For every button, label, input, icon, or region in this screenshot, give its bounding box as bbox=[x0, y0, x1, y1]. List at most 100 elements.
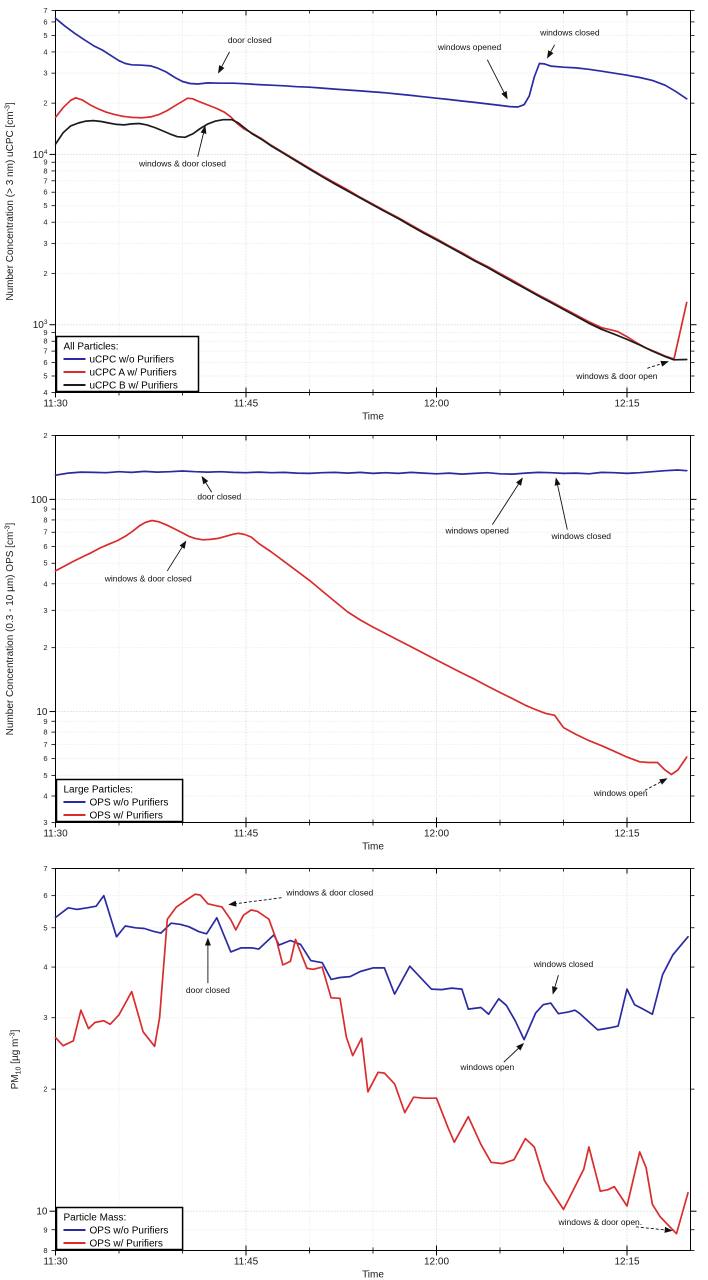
grid-ops-number-concentration bbox=[55, 435, 691, 823]
y-tick-label: 8 bbox=[43, 728, 47, 737]
y-tick-label: 3 bbox=[43, 818, 47, 827]
annotation-text: door closed bbox=[228, 35, 272, 45]
y-axis-pm10-particle-mass: 8 9 10 2 3 4 5 6 7 bbox=[36, 864, 697, 1255]
y-axis-title: PM10 [µg m-3] bbox=[10, 1029, 23, 1089]
x-tick-label: 11:30 bbox=[43, 1257, 68, 1268]
x-axis-ucpc-number-concentration: 11:30 11:45 12:00 12:15 Time bbox=[43, 10, 640, 423]
series-line-ops-w-purifiers bbox=[54, 519, 688, 776]
y-tick-label: 4 bbox=[43, 791, 47, 800]
y-tick-label: 9 bbox=[43, 328, 47, 337]
y-tick-label: 10 bbox=[36, 707, 48, 718]
x-tick-label: 11:45 bbox=[234, 829, 259, 840]
y-tick-label: 7 bbox=[43, 347, 47, 356]
annotation-windows-opened: windows opened bbox=[437, 42, 508, 100]
annotation-windows-door-open: windows & door open bbox=[575, 360, 669, 381]
y-tick-label: 6 bbox=[43, 358, 47, 367]
annotation-text: door closed bbox=[186, 985, 230, 995]
y-tick-label: 5 bbox=[43, 559, 47, 568]
annotation-text: windows closed bbox=[533, 959, 594, 969]
annotation-windows-opened: windows opened bbox=[444, 477, 523, 536]
y-tick-label: 7 bbox=[43, 864, 47, 873]
y-tick-label: 5 bbox=[43, 371, 47, 380]
annotation-text: windows & door open. bbox=[558, 1217, 643, 1227]
annotation-text: windows closed bbox=[539, 27, 600, 37]
y-tick-label: 4 bbox=[43, 47, 47, 56]
y-tick-label: 2 bbox=[43, 269, 47, 278]
legend-ucpc-number-concentration: All Particles: uCPC w/o Purifiers uCPC A w… bbox=[55, 335, 200, 393]
y-tick-label: 2 bbox=[43, 431, 47, 440]
x-tick-label: 12:00 bbox=[424, 1257, 449, 1268]
y-tick-label: 6 bbox=[43, 17, 47, 26]
x-tick-label: 11:45 bbox=[234, 399, 259, 410]
x-axis-title: Time bbox=[362, 412, 384, 423]
y-tick-label: 4 bbox=[43, 963, 47, 972]
x-tick-label: 11:45 bbox=[234, 1257, 259, 1268]
x-tick-label: 12:15 bbox=[614, 829, 639, 840]
annotation-text: windows closed bbox=[551, 531, 612, 541]
y-tick-label: 100 bbox=[31, 495, 48, 506]
x-tick-label: 12:15 bbox=[614, 1257, 639, 1268]
y-tick-label: 103 bbox=[33, 319, 48, 331]
y-tick-label: 8 bbox=[43, 1246, 47, 1255]
plot-border bbox=[55, 435, 691, 823]
annotation-text: windows & door closed bbox=[138, 158, 226, 168]
y-tick-label: 10 bbox=[36, 1207, 48, 1218]
annotation-text: windows & door open bbox=[575, 371, 658, 381]
y-tick-label: 4 bbox=[43, 218, 47, 227]
y-tick-label: 7 bbox=[43, 176, 47, 185]
x-tick-label: 12:00 bbox=[424, 829, 449, 840]
y-tick-label: 9 bbox=[43, 158, 47, 167]
series-line-ops-w-purifiers bbox=[54, 893, 689, 1235]
annotation-windows-door-closed: windows & door closed bbox=[228, 888, 374, 907]
y-tick-label: 4 bbox=[43, 579, 47, 588]
legend-title: Particle Mass: bbox=[64, 1213, 127, 1224]
legend-entry-label: uCPC A w/ Purifiers bbox=[90, 368, 177, 379]
legend-entry-label: OPS w/o Purifiers bbox=[90, 798, 169, 809]
annotation-text: door closed bbox=[197, 491, 241, 501]
annotation-door-closed: door closed bbox=[218, 35, 272, 74]
annotation-windows-closed: windows closed bbox=[551, 477, 612, 541]
x-axis-pm10-particle-mass: 11:30 11:45 12:00 12:15 Time bbox=[43, 868, 640, 1280]
y-tick-label: 9 bbox=[43, 1225, 47, 1234]
annotation-windows-door-closed: windows & door closed bbox=[138, 125, 226, 168]
annotation-text: windows open bbox=[593, 788, 648, 798]
y-tick-label: 6 bbox=[43, 891, 47, 900]
series-line-ops-w-o-purifiers bbox=[54, 469, 688, 477]
series-line-ucpc-w-o-purifiers bbox=[54, 17, 688, 108]
y-tick-label: 5 bbox=[43, 923, 47, 932]
panel-pm10-particle-mass: 8 9 10 2 3 4 5 6 7 11:30 11:45 12:00 12:15 Time PM10 [… bbox=[0, 855, 708, 1280]
y-tick-label: 7 bbox=[43, 6, 47, 15]
y-tick-label: 5 bbox=[43, 201, 47, 210]
y-tick-label: 2 bbox=[43, 1085, 47, 1094]
x-tick-label: 12:00 bbox=[424, 399, 449, 410]
legend-title: Large Particles: bbox=[64, 785, 133, 796]
annotation-text: windows opened bbox=[437, 42, 502, 52]
annotation-text: windows open bbox=[459, 1062, 514, 1072]
annotation-windows-open: windows open bbox=[459, 1042, 525, 1072]
panel-ucpc-number-concentration: 4 5 6 7 8 9 103 2 3 4 5 6 7 8 9 104 2 3 4 5 6 7 11:30 11:45 12:0… bbox=[0, 0, 708, 430]
y-tick-label: 4 bbox=[43, 388, 47, 397]
x-axis-ops-number-concentration: 11:30 11:45 12:00 12:15 Time bbox=[43, 435, 640, 853]
legend-entry-label: OPS w/ Purifiers bbox=[90, 811, 163, 822]
y-tick-label: 6 bbox=[43, 754, 47, 763]
annotation-text: windows & door closed bbox=[104, 574, 192, 584]
annotation-windows-open: windows open bbox=[593, 778, 668, 798]
panel-ops-number-concentration: 3 4 5 6 7 8 9 10 2 3 4 5 6 7 8 9 100 2 11:30 11:45 12:00 12:1… bbox=[0, 430, 708, 855]
legend-ops-number-concentration: Large Particles: OPS w/o Purifiers OPS w/ … bbox=[55, 778, 184, 823]
chart-pm10-particle-mass: 8 9 10 2 3 4 5 6 7 11:30 11:45 12:00 12:15 Time PM10 [… bbox=[10, 864, 697, 1280]
series-line-ucpc-a-w-purifiers bbox=[54, 96, 688, 360]
x-tick-label: 11:30 bbox=[43, 399, 68, 410]
annotation-door-closed: door closed bbox=[197, 475, 242, 501]
legend-pm10-particle-mass: Particle Mass: OPS w/o Purifiers OPS w/ Pu… bbox=[55, 1206, 184, 1251]
series-line-ucpc-b-w-purifiers bbox=[54, 118, 688, 361]
legend-entry-label: OPS w/o Purifiers bbox=[90, 1226, 169, 1237]
y-tick-label: 104 bbox=[33, 149, 48, 161]
y-tick-label: 8 bbox=[43, 515, 47, 524]
legend-entry-label: OPS w/ Purifiers bbox=[90, 1239, 163, 1250]
y-tick-label: 8 bbox=[43, 337, 47, 346]
y-tick-label: 8 bbox=[43, 166, 47, 175]
legend-entry-label: uCPC B w/ Purifiers bbox=[90, 381, 178, 392]
